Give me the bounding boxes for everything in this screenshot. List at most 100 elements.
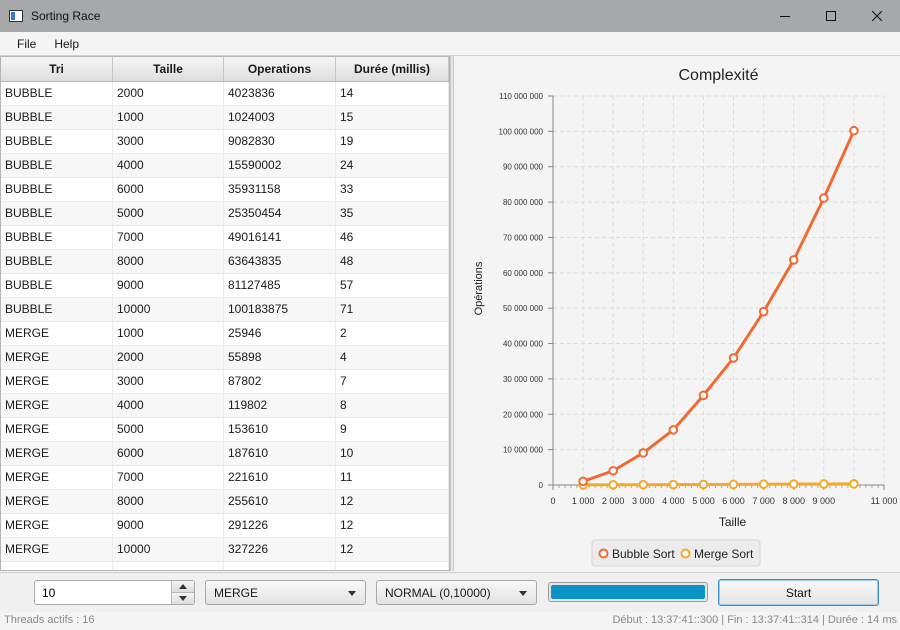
cell-duree: 15 [336, 106, 449, 129]
cell-taille: 2000 [113, 82, 224, 105]
chevron-down-icon [348, 591, 356, 596]
menu-help[interactable]: Help [54, 36, 80, 51]
cell-tri: BUBBLE [1, 250, 113, 273]
arrow-down-icon [179, 596, 187, 601]
split-pane-divider[interactable] [450, 56, 454, 571]
cell-operations: 63643835 [224, 250, 336, 273]
cell-operations: 327226 [224, 538, 336, 561]
legend-label-merge: Merge Sort [694, 547, 754, 561]
table-row[interactable]: BUBBLE 3000 9082830 19 [1, 130, 449, 154]
table-row[interactable]: MERGE 2000 55898 4 [1, 346, 449, 370]
close-icon [872, 11, 882, 21]
cell-operations: 35931158 [224, 178, 336, 201]
x-tick-label: 1 000 [572, 496, 595, 506]
table-row[interactable]: BUBBLE 8000 63643835 48 [1, 250, 449, 274]
spinner-decrement-button[interactable] [172, 593, 194, 604]
results-table[interactable]: Tri Taille Operations Durée (millis) BUB… [0, 56, 450, 571]
start-button[interactable]: Start [718, 579, 879, 606]
table-row[interactable]: BUBBLE 5000 25350454 35 [1, 202, 449, 226]
cell-taille: 1000 [113, 322, 224, 345]
cell-duree: 19 [336, 130, 449, 153]
bubble-sort-point [578, 476, 588, 487]
title-bar[interactable]: Sorting Race [0, 0, 900, 32]
cell-tri: BUBBLE [1, 274, 113, 297]
cell-duree: 7 [336, 370, 449, 393]
table-row[interactable]: MERGE 5000 153610 9 [1, 418, 449, 442]
bubble-sort-point [728, 353, 739, 363]
algorithm-select[interactable]: MERGE [205, 580, 366, 605]
cell-operations: 81127485 [224, 274, 336, 297]
table-row[interactable]: BUBBLE 4000 15590002 24 [1, 154, 449, 178]
close-button[interactable] [854, 0, 900, 32]
menu-bar: File Help [0, 32, 900, 56]
table-row[interactable]: BUBBLE 1000 1024003 15 [1, 106, 449, 130]
table-row[interactable]: BUBBLE 7000 49016141 46 [1, 226, 449, 250]
cell-operations: 1024003 [224, 106, 336, 129]
chart-legend: Bubble Sort Merge Sort [591, 539, 761, 567]
merge-sort-point [758, 479, 769, 490]
column-header-operations[interactable]: Operations [224, 57, 336, 81]
merge-sort-line [583, 482, 854, 487]
table-row[interactable]: MERGE 3000 87802 7 [1, 370, 449, 394]
legend-marker-bubble [598, 548, 609, 559]
bubble-sort-point [758, 306, 769, 317]
cell-taille: 3000 [113, 370, 224, 393]
bubble-sort-point [608, 465, 618, 476]
cell-operations: 87802 [224, 370, 336, 393]
cell-tri: BUBBLE [1, 154, 113, 177]
x-tick-label: 7 000 [752, 496, 775, 506]
table-row[interactable]: MERGE 1000 25946 2 [1, 322, 449, 346]
menu-file[interactable]: File [17, 36, 37, 51]
table-row[interactable]: MERGE 9000 291226 12 [1, 514, 449, 538]
y-tick-label: 60 000 000 [503, 269, 544, 278]
cell-operations: 291226 [224, 514, 336, 537]
cell-operations: 221610 [224, 466, 336, 489]
cell-taille: 6000 [113, 178, 224, 201]
merge-sort-point [638, 479, 649, 490]
merge-sort-point [849, 479, 859, 489]
progress-bar-fill [551, 585, 705, 599]
table-row[interactable]: BUBBLE 2000 4023836 14 [1, 82, 449, 106]
merge-sort-point [698, 479, 709, 490]
column-header-taille[interactable]: Taille [113, 57, 224, 81]
cell-duree: 4 [336, 346, 449, 369]
table-row[interactable]: BUBBLE 10000 100183875 71 [1, 298, 449, 322]
cell-taille: 4000 [113, 154, 224, 177]
bubble-sort-point [849, 125, 859, 136]
column-header-duree[interactable]: Durée (millis) [336, 57, 449, 81]
plot-area [553, 96, 884, 485]
cell-duree: 24 [336, 154, 449, 177]
cell-operations: 100183875 [224, 298, 336, 321]
chart-canvas: Complexité 0 10 000 000 20 000 000 30 000 00… [473, 67, 897, 567]
y-tick-label: 110 000 000 [499, 92, 543, 101]
cell-tri: BUBBLE [1, 130, 113, 153]
table-row[interactable]: BUBBLE 9000 81127485 57 [1, 274, 449, 298]
cell-taille: 4000 [113, 394, 224, 417]
bubble-sort-point [668, 425, 679, 435]
x-tick-label: 5 000 [692, 496, 715, 506]
size-input[interactable] [35, 581, 171, 604]
cell-taille: 8000 [113, 490, 224, 513]
size-spinner[interactable] [34, 580, 195, 605]
minimize-button[interactable] [762, 0, 808, 32]
y-tick-label: 0 [539, 481, 544, 490]
table-row[interactable]: MERGE 10000 327226 12 [1, 538, 449, 562]
cell-tri: MERGE [1, 490, 113, 513]
y-axis-label: Opérations [473, 261, 485, 315]
mode-select[interactable]: NORMAL (0,10000) [376, 580, 537, 605]
chart-title: Complexité [678, 67, 758, 84]
cell-duree: 35 [336, 202, 449, 225]
table-row[interactable]: MERGE 4000 119802 8 [1, 394, 449, 418]
cell-tri: MERGE [1, 370, 113, 393]
table-row[interactable]: BUBBLE 6000 35931158 33 [1, 178, 449, 202]
cell-duree: 11 [336, 466, 449, 489]
table-row[interactable]: MERGE 7000 221610 11 [1, 466, 449, 490]
cell-tri: BUBBLE [1, 226, 113, 249]
arrow-up-icon [179, 584, 187, 589]
table-row[interactable]: MERGE 8000 255610 12 [1, 490, 449, 514]
spinner-increment-button[interactable] [172, 581, 194, 593]
table-row[interactable]: MERGE 6000 187610 10 [1, 442, 449, 466]
mode-select-value: NORMAL (0,10000) [385, 585, 491, 600]
column-header-tri[interactable]: Tri [1, 57, 113, 81]
maximize-button[interactable] [808, 0, 854, 32]
